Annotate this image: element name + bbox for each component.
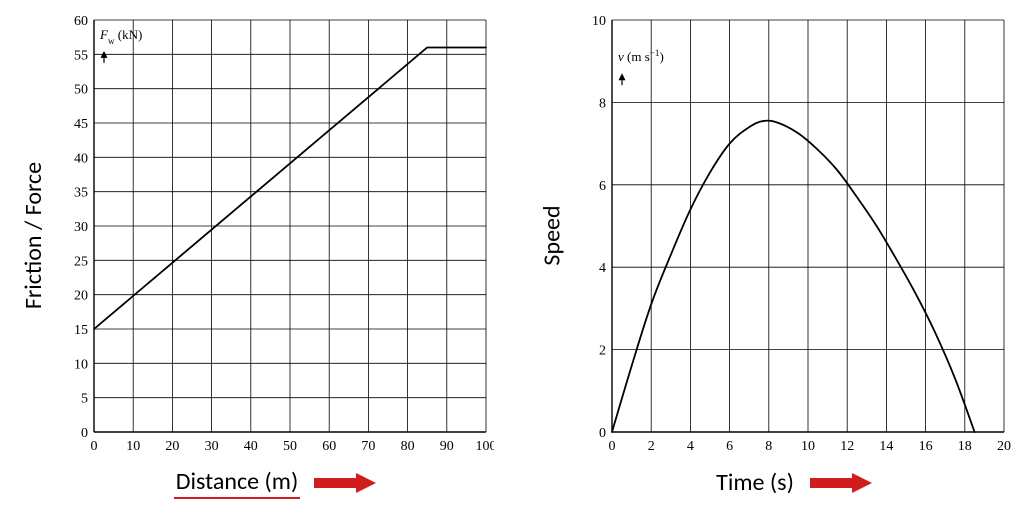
x-tick-label: 6 xyxy=(726,439,733,454)
y-tick-label: 0 xyxy=(599,426,606,441)
y-tick-label: 40 xyxy=(74,151,88,166)
right-chart-svg: 0 2 4 6 8 10 12 14 16 18 20 0 2 4 6 8 10 v (m s−1) xyxy=(574,10,1012,460)
left-x-label-row: Distance (m) xyxy=(12,460,494,506)
y-tick-label: 55 xyxy=(74,48,88,63)
figure-container: Friction / Force 01020304050607080901000… xyxy=(0,0,1024,512)
right-x-axis-label: Time (s) xyxy=(714,468,796,498)
x-tick-label: 20 xyxy=(997,439,1011,454)
x-tick-label: 2 xyxy=(648,439,655,454)
y-tick-label: 30 xyxy=(74,220,88,235)
grid xyxy=(94,20,486,432)
y-tick-label: 15 xyxy=(74,323,88,338)
right-y-axis-label: Speed xyxy=(538,205,567,265)
y-tick-label: 10 xyxy=(74,357,88,372)
x-tick-label: 0 xyxy=(609,439,616,454)
x-tick-label: 10 xyxy=(126,439,140,454)
left-panel: Friction / Force 01020304050607080901000… xyxy=(12,10,494,506)
y-tick-label: 10 xyxy=(592,14,606,29)
x-tick-label: 8 xyxy=(765,439,772,454)
x-tick-label: 40 xyxy=(244,439,258,454)
grid xyxy=(612,20,1004,432)
y-axis-annotation: Fw (kN) xyxy=(99,27,142,63)
x-tick-label: 90 xyxy=(440,439,454,454)
x-tick-label: 60 xyxy=(322,439,336,454)
y-tick-label: 4 xyxy=(599,261,606,276)
right-x-label-row: Time (s) xyxy=(530,460,1012,506)
left-plot-area: 0 10 20 30 40 50 60 70 80 90 100 0 5 10 15 20 25 30 35 40 45… xyxy=(56,10,494,460)
x-tick-label: 18 xyxy=(958,439,972,454)
x-tick-label: 0 xyxy=(91,439,98,454)
svg-text:Fw (kN): Fw (kN) xyxy=(99,27,142,46)
y-tick-label: 5 xyxy=(81,392,88,407)
y-tick-label: 0 xyxy=(81,426,88,441)
y-tick-label: 35 xyxy=(74,186,88,201)
y-tick-label: 60 xyxy=(74,14,88,29)
svg-text:v (m s−1): v (m s−1) xyxy=(618,48,664,64)
left-chart-svg: 0 10 20 30 40 50 60 70 80 90 100 0 5 10 15 20 25 30 35 40 45… xyxy=(56,10,494,460)
right-plot-area: 0 2 4 6 8 10 12 14 16 18 20 0 2 4 6 8 10 v (m s−1) xyxy=(574,10,1012,460)
x-tick-label: 30 xyxy=(205,439,219,454)
x-tick-label: 80 xyxy=(401,439,415,454)
y-tick-label: 50 xyxy=(74,83,88,98)
x-tick-label: 12 xyxy=(840,439,854,454)
y-axis-annotation: v (m s−1) xyxy=(618,48,664,85)
data-line xyxy=(612,121,975,432)
x-tick-label: 16 xyxy=(919,439,933,454)
y-tick-label: 2 xyxy=(599,344,606,359)
y-tick-label: 45 xyxy=(74,117,88,132)
y-tick-label: 6 xyxy=(599,179,606,194)
x-tick-label: 100 xyxy=(476,439,495,454)
arrow-up-icon xyxy=(619,73,626,80)
x-tick-label: 70 xyxy=(361,439,375,454)
left-x-axis-label: Distance (m) xyxy=(174,467,300,499)
left-y-axis-label: Friction / Force xyxy=(20,161,49,308)
x-tick-label: 14 xyxy=(879,439,893,454)
y-tick-label: 8 xyxy=(599,96,606,111)
arrow-right-icon xyxy=(808,472,872,494)
arrow-right-icon xyxy=(312,472,376,494)
right-chart-wrap: Speed 0 2 4 6 8 10 12 14 16 18 20 0 2 4 6 8 10 v (m s−1) xyxy=(530,10,1012,460)
left-y-label-col: Friction / Force xyxy=(12,10,56,460)
x-tick-label: 10 xyxy=(801,439,815,454)
x-tick-label: 20 xyxy=(165,439,179,454)
left-chart-wrap: Friction / Force 01020304050607080901000… xyxy=(12,10,494,460)
y-tick-label: 25 xyxy=(74,254,88,269)
right-y-label-col: Speed xyxy=(530,10,574,460)
x-tick-label: 50 xyxy=(283,439,297,454)
x-tick-label: 4 xyxy=(687,439,694,454)
right-panel: Speed 024681012141618200246810v (m s−1) … xyxy=(530,10,1012,506)
y-tick-label: 20 xyxy=(74,289,88,304)
